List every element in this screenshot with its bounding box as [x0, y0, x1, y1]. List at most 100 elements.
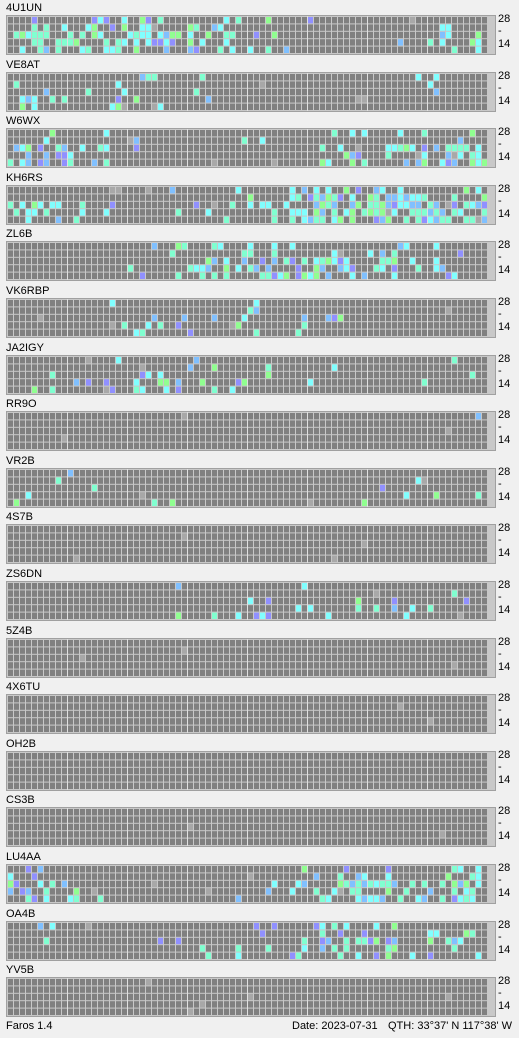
grid-cell [332, 216, 337, 223]
grid-cell [116, 499, 121, 506]
grid-cell [134, 356, 139, 363]
grid-cell [428, 80, 433, 88]
grid-cell [218, 95, 223, 103]
grid-cell [308, 243, 313, 250]
grid-cell [170, 17, 175, 24]
grid-cell [230, 250, 235, 258]
grid-cell [146, 307, 151, 314]
grid-cell [230, 654, 235, 661]
grid-cell [116, 639, 121, 646]
grid-cell [20, 413, 25, 420]
grid-cell [434, 73, 439, 80]
grid-cell [200, 386, 205, 393]
grid-cell [80, 243, 85, 250]
grid-cell [254, 371, 259, 378]
grid-cell [452, 17, 457, 24]
grid-cell [248, 322, 253, 329]
grid-cell [284, 300, 289, 307]
grid-cell [158, 80, 163, 88]
grid-cell [14, 590, 19, 597]
grid-cell [116, 201, 121, 208]
grid-cell [128, 159, 133, 167]
grid-cell [224, 413, 229, 420]
grid-cell [440, 159, 445, 167]
grid-cell [14, 435, 19, 442]
grid-cell [146, 314, 151, 322]
grid-cell [26, 130, 31, 137]
grid-cell [242, 597, 247, 605]
grid-cell [482, 363, 487, 371]
grid-cell [38, 654, 43, 661]
grid-cell [326, 442, 331, 450]
grid-cell [128, 272, 133, 280]
grid-cell [200, 130, 205, 137]
grid-cell [200, 24, 205, 31]
grid-cell [128, 669, 133, 676]
grid-cell [242, 413, 247, 420]
grid-cell [230, 469, 235, 477]
grid-cell [458, 31, 463, 39]
grid-cell [26, 590, 31, 597]
station-row: ZL6B 28-14 [0, 226, 519, 282]
grid-cell [320, 17, 325, 24]
grid-cell [56, 243, 61, 250]
grid-cell [218, 144, 223, 152]
grid-cell [212, 95, 217, 103]
grid-cell [428, 356, 433, 363]
grid-cell [326, 583, 331, 590]
grid-cell [416, 435, 421, 442]
grid-cell [122, 329, 127, 336]
grid-cell [332, 24, 337, 31]
grid-cell [422, 216, 427, 223]
grid-cell [194, 300, 199, 307]
grid-cell [362, 477, 367, 484]
grid-cell [164, 661, 169, 669]
grid-cell [272, 201, 277, 208]
grid-cell [86, 152, 91, 159]
grid-cell [314, 17, 319, 24]
grid-cell [56, 17, 61, 24]
grid-cell [410, 194, 415, 201]
grid-cell [50, 24, 55, 31]
grid-cell [14, 718, 19, 725]
grid-cell [290, 477, 295, 484]
grid-cell [248, 491, 253, 499]
grid-cell [290, 250, 295, 258]
grid-cell [350, 420, 355, 427]
grid-cell [398, 413, 403, 420]
grid-cell [170, 24, 175, 31]
grid-cell [200, 477, 205, 484]
grid-cell [368, 499, 373, 506]
grid-cell [410, 201, 415, 208]
grid-cell [296, 88, 301, 95]
grid-cell [362, 137, 367, 144]
grid-cell [344, 265, 349, 272]
grid-cell [170, 363, 175, 371]
grid-cell [230, 300, 235, 307]
grid-cell [290, 73, 295, 80]
grid-cell [32, 314, 37, 322]
grid-cell [176, 442, 181, 450]
band-label-28: 28 [498, 522, 511, 535]
grid-cell [266, 661, 271, 669]
grid-cell [86, 322, 91, 329]
grid-cell [392, 371, 397, 378]
grid-cell [356, 597, 361, 605]
grid-cell [182, 194, 187, 201]
grid-cell [26, 477, 31, 484]
grid-cell [470, 477, 475, 484]
grid-cell [248, 526, 253, 533]
grid-cell [416, 386, 421, 393]
grid-cell [188, 152, 193, 159]
grid-cell [290, 484, 295, 491]
grid-cell [230, 201, 235, 208]
grid-cell [122, 590, 127, 597]
grid-cell [236, 272, 241, 280]
grid-cell [104, 80, 109, 88]
grid-cell [476, 201, 481, 208]
grid-cell [326, 533, 331, 541]
grid-cell [308, 272, 313, 280]
grid-cell [458, 555, 463, 563]
grid-cell [206, 526, 211, 533]
grid-cell [368, 194, 373, 201]
